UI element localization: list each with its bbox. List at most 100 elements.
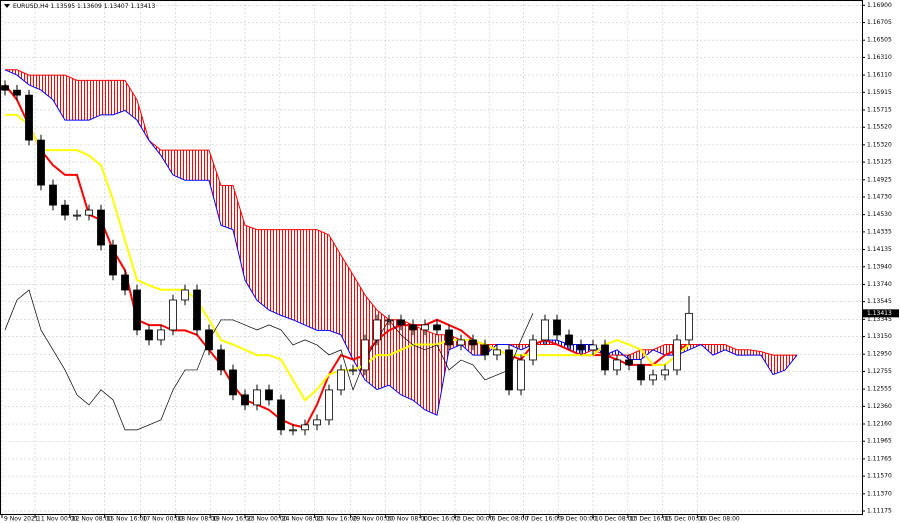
indicator-line [4, 289, 534, 431]
candle-body [589, 344, 597, 351]
candle-body [145, 329, 153, 341]
x-tick-label: 29 Nov 00:00 [353, 516, 394, 523]
cloud-segment [329, 234, 341, 335]
x-tick-label: 11 Nov 00:00 [37, 516, 78, 523]
x-tick-label: 25 Nov 16:00 [317, 516, 358, 523]
cloud-segment [173, 150, 185, 181]
plot-frame [0, 0, 863, 515]
cloud-segment [233, 185, 245, 281]
y-tick-label: 1.13150 [867, 333, 892, 340]
cloud-segment [257, 229, 269, 311]
cloud-segment [437, 334, 449, 416]
cloud-segment [401, 319, 413, 401]
cloud-segment [29, 75, 41, 91]
candle-body [229, 369, 237, 396]
candle-body [289, 429, 297, 432]
candle-body [409, 324, 417, 331]
cloud-segment [77, 80, 89, 121]
y-tick-label: 1.12950 [867, 351, 892, 358]
candle-body [385, 319, 393, 322]
cloud-segment [653, 344, 665, 356]
collapse-arrow [4, 4, 10, 8]
y-tick-label: 1.11370 [867, 490, 892, 497]
cloud-segment [17, 69, 29, 85]
candles [1, 80, 693, 436]
y-tick-label: 1.15715 [867, 106, 892, 113]
current-price-tag [863, 309, 899, 318]
cloud [4, 69, 798, 416]
candle-body [421, 324, 429, 331]
candle-body [301, 424, 309, 431]
cloud-segment [65, 75, 77, 121]
x-tick-label: 9 Nov 2021 [4, 516, 39, 523]
cloud-segment [113, 80, 125, 115]
y-tick-label: 1.16705 [867, 19, 892, 26]
y-tick-label: 1.16505 [867, 37, 892, 44]
x-tick-label: 19 Nov 16:00 [212, 516, 253, 523]
cloud-segment [209, 150, 221, 226]
cloud-segment [197, 150, 209, 181]
current-price-label: 1.13413 [867, 310, 892, 317]
y-tick-label: 1.13545 [867, 298, 892, 305]
x-tick-label: 3 Dec 00:00 [457, 516, 494, 523]
y-tick-label: 1.15125 [867, 159, 892, 166]
cloud-segment [161, 150, 173, 175]
y-tick-label: 1.14335 [867, 228, 892, 235]
x-tick-label: 30 Nov 08:00 [387, 516, 428, 523]
candle-body [61, 204, 69, 216]
x-tick-label: 17 Nov 00:00 [143, 516, 184, 523]
candle-body [121, 274, 129, 291]
candle-body [349, 369, 357, 372]
y-tick-label: 1.12555 [867, 386, 892, 393]
y-tick-label: 1.12755 [867, 368, 892, 375]
candle-body [649, 374, 657, 381]
candle-body [193, 289, 201, 331]
x-tick-label: 10 Dec 08:00 [595, 516, 636, 523]
y-tick-label: 1.13740 [867, 281, 892, 288]
cloud-segment [629, 349, 641, 360]
candle-body [397, 319, 405, 326]
candle-body [25, 94, 33, 141]
candle-body [169, 299, 177, 331]
cloud-segment [557, 340, 569, 350]
candle-body [13, 89, 21, 96]
cloud-segment [221, 185, 233, 230]
cloud-segment [413, 325, 425, 410]
x-tick-label: 9 Dec 00:00 [560, 516, 597, 523]
candle-body [157, 329, 165, 341]
candle-body [685, 312, 693, 341]
candle-body [445, 329, 453, 346]
y-tick-label: 1.13345 [867, 316, 892, 323]
candle-body [49, 184, 57, 206]
candle-body [661, 369, 669, 376]
x-tick-label: 16 Dec 08:00 [699, 516, 740, 523]
candle-body [37, 139, 45, 186]
cloud-segment [341, 255, 353, 360]
candle-body [337, 369, 345, 391]
candle-body [529, 339, 537, 361]
candle-body [625, 359, 633, 366]
candle-body [577, 344, 585, 351]
x-tick-label: 24 Nov 08:00 [282, 516, 323, 523]
y-tick-label: 1.11965 [867, 438, 892, 445]
candle-body [601, 344, 609, 371]
candle-body [325, 389, 333, 421]
y-tick-label: 1.14730 [867, 193, 892, 200]
candle-body [217, 349, 225, 371]
candle-body [97, 209, 105, 246]
cloud-segment [713, 344, 725, 356]
candle-body [1, 85, 9, 91]
candle-body [457, 339, 465, 346]
candle-body [433, 324, 441, 331]
candle-body [373, 319, 381, 341]
x-tick-label: 15 Nov 16:00 [107, 516, 148, 523]
x-tick-label: 18 Nov 08:00 [177, 516, 218, 523]
candle-body [73, 214, 81, 217]
y-tick-label: 1.16310 [867, 54, 892, 61]
cloud-segment [737, 349, 749, 356]
indicator-line [4, 84, 690, 429]
x-tick-label: 7 Dec 16:00 [525, 516, 562, 523]
y-tick-label: 1.12360 [867, 403, 892, 410]
